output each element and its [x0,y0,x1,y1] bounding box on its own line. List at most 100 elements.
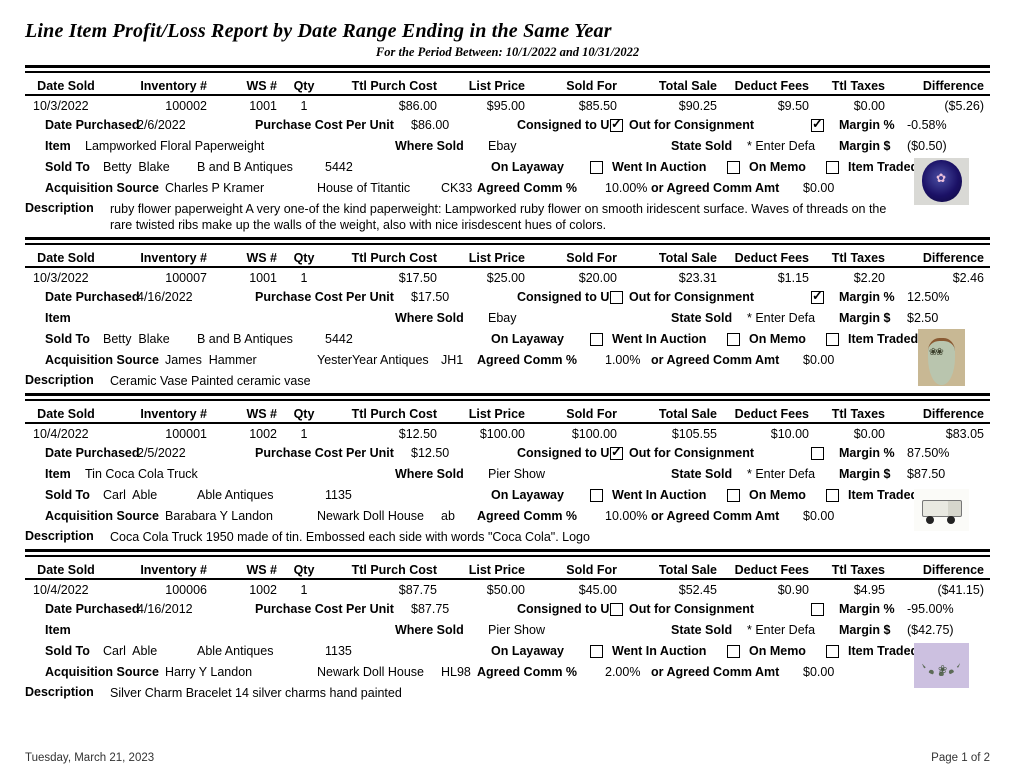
record-data-row: 10/3/2022 100007 1001 1 $17.50 $25.00 $2… [25,268,990,286]
item-label: Item [45,311,71,325]
state-sold-label: State Sold [671,139,733,153]
col-header-qty: Qty [293,563,315,577]
cell-ttl-taxes: $4.95 [853,583,885,597]
consigned-to-us-checkbox [610,119,623,132]
acquisition-code: CK33 [441,181,473,195]
col-header-sold-for: Sold For [566,563,617,577]
item-traded-label: Item Traded [848,488,919,502]
cell-date-sold: 10/3/2022 [33,99,89,113]
or-agreed-comm-amt-label: or Agreed Comm Amt [651,353,780,367]
cell-list-price: $25.00 [486,271,525,285]
cell-total-sale: $23.31 [678,271,717,285]
on-memo-checkbox [826,161,839,174]
description-row: Description ruby flower paperweight A ve… [25,201,990,233]
item-photo-paperweight [914,158,969,205]
where-sold-value: Ebay [488,311,517,325]
agreed-comm-amt-value: $0.00 [803,509,835,523]
acquisition-detail-row: Acquisition Source Harry Y Landon Newark… [25,661,990,682]
sold-to-detail-row: Sold To Betty Blake B and B Antiques 544… [25,328,990,349]
cell-total-sale: $105.55 [671,427,717,441]
cell-ttl-purch-cost: $12.50 [398,427,437,441]
column-header-row: Date Sold Inventory # WS # Qty Ttl Purch… [25,403,990,424]
report-footer: Tuesday, March 21, 2023 Page 1 of 2 [25,752,990,764]
date-purchased-value: 4/16/2012 [137,602,193,616]
cell-inventory: 100001 [165,427,207,441]
acquisition-code: HL98 [441,665,471,679]
purchase-cost-per-unit-value: $17.50 [411,290,450,304]
acquisition-company: YesterYear Antiques [317,353,429,367]
purchase-detail-row: Date Purchased 2/5/2022 Purchase Cost Pe… [25,442,990,463]
purchase-cost-per-unit-value: $12.50 [411,446,450,460]
col-header-ws: WS # [246,251,277,265]
on-memo-label: On Memo [749,332,806,346]
acquisition-name: Charles P Kramer [165,181,265,195]
item-label: Item [45,467,71,481]
agreed-comm-pct-value: 10.00% [605,509,648,523]
cell-date-sold: 10/3/2022 [33,271,89,285]
col-header-total-sale: Total Sale [658,79,717,93]
agreed-comm-amt-value: $0.00 [803,665,835,679]
acquisition-detail-row: Acquisition Source Barabara Y Landon New… [25,505,990,526]
where-sold-value: Ebay [488,139,517,153]
sold-to-name: Carl Able [103,488,158,502]
acquisition-code: JH1 [441,353,464,367]
footer-page-number: Page 1 of 2 [931,752,990,764]
acquisition-source-label: Acquisition Source [45,665,159,679]
item-traded-label: Item Traded [848,644,919,658]
item-traded-label: Item Traded [848,332,919,346]
col-header-inventory: Inventory # [140,407,207,421]
out-for-consignment-checkbox [811,119,824,132]
record-block: Date Sold Inventory # WS # Qty Ttl Purch… [25,549,990,701]
margin-dollar-value: ($0.50) [907,139,947,153]
record-data-row: 10/4/2022 100006 1002 1 $87.75 $50.00 $4… [25,580,990,598]
acquisition-name: James Hammer [165,353,257,367]
state-sold-note: * Enter Defa [747,623,816,637]
col-header-date-sold: Date Sold [37,407,95,421]
col-header-deduct-fees: Deduct Fees [734,251,809,265]
on-layaway-label: On Layaway [491,160,564,174]
on-layaway-checkbox [590,645,603,658]
out-for-consignment-label: Out for Consignment [629,290,754,304]
description-label: Description [25,373,94,387]
col-header-difference: Difference [922,563,984,577]
sold-to-id: 5442 [325,160,353,174]
cell-difference: $2.46 [952,271,984,285]
col-header-qty: Qty [293,251,315,265]
agreed-comm-pct-value: 1.00% [605,353,641,367]
margin-dollar-value: $2.50 [907,311,939,325]
cell-difference: $83.05 [945,427,984,441]
item-value: Lampworked Floral Paperweight [85,139,265,153]
col-header-sold-for: Sold For [566,407,617,421]
description-label: Description [25,201,94,215]
where-sold-label: Where Sold [395,139,464,153]
agreed-comm-amt-value: $0.00 [803,181,835,195]
cell-total-sale: $90.25 [678,99,717,113]
consigned-to-us-checkbox [610,447,623,460]
sold-to-company: Able Antiques [197,644,274,658]
sold-to-name: Betty Blake [103,332,170,346]
cell-deduct-fees: $9.50 [777,99,809,113]
cell-qty: 1 [300,271,308,285]
record-separator-rule [25,237,990,245]
item-traded-label: Item Traded [848,160,919,174]
went-in-auction-label: Went In Auction [612,332,707,346]
cell-ttl-taxes: $0.00 [853,99,885,113]
where-sold-value: Pier Show [488,623,545,637]
margin-dollar-label: Margin $ [839,467,891,481]
went-in-auction-checkbox [727,645,740,658]
margin-pct-label: Margin % [839,290,895,304]
col-header-deduct-fees: Deduct Fees [734,79,809,93]
acquisition-detail-row: Acquisition Source Charles P Kramer Hous… [25,177,990,198]
on-layaway-label: On Layaway [491,332,564,346]
agreed-comm-pct-label: Agreed Comm % [477,509,578,523]
purchase-cost-per-unit-label: Purchase Cost Per Unit [255,290,394,304]
cell-total-sale: $52.45 [678,583,717,597]
cell-ttl-purch-cost: $87.75 [398,583,437,597]
description-row: Description Coca Cola Truck 1950 made of… [25,529,990,545]
col-header-ttl-taxes: Ttl Taxes [831,407,885,421]
col-header-deduct-fees: Deduct Fees [734,563,809,577]
cell-deduct-fees: $1.15 [777,271,809,285]
record-data-row: 10/4/2022 100001 1002 1 $12.50 $100.00 $… [25,424,990,442]
margin-dollar-value: $87.50 [907,467,946,481]
